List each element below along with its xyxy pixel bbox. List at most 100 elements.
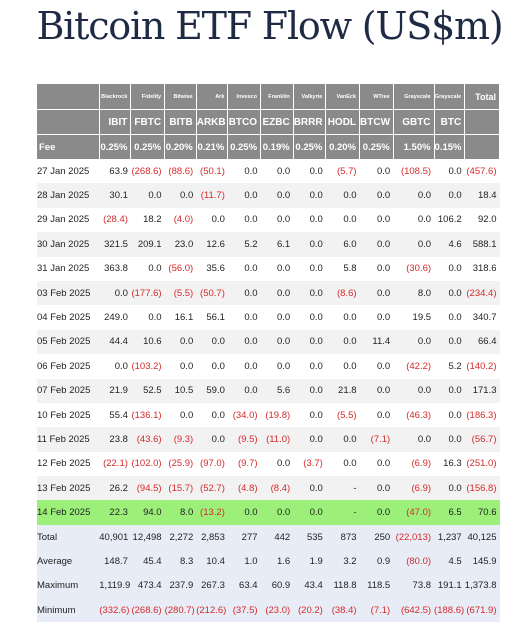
flow-value: (42.2) (406, 360, 432, 372)
flow-value: 8.0 (164, 500, 197, 525)
fee-value: 0.25% (130, 134, 166, 159)
summary-value: (37.5) (227, 598, 261, 623)
flow-value: 106.2 (437, 214, 462, 226)
row-total: 171.3 (464, 378, 500, 403)
flow-value: 0.0 (309, 214, 323, 226)
summary-value: 40,901 (99, 524, 131, 550)
table-row: 27 Jan 2025 63.9 (268.6) (88.6) (50.1) 0.0 0.0… (37, 159, 500, 183)
row-date: 14 Feb 2025 (37, 500, 100, 525)
fee-value: 1.50% (393, 134, 435, 159)
flow-value: (9.5) (227, 427, 261, 452)
flow-value: 6.5 (434, 500, 465, 525)
issuer-header: Blackrock (99, 84, 132, 110)
summary-value: 3.2 (325, 549, 360, 574)
row-date: 06 Feb 2025 (37, 360, 91, 372)
flow-value: (6.9) (393, 476, 435, 501)
flow-value: (5.5) (164, 280, 197, 306)
flow-value: 0.0 (227, 280, 261, 306)
fee-label: Fee (37, 134, 100, 159)
summary-value: 535 (293, 524, 326, 550)
flow-value: 23.0 (164, 232, 197, 257)
row-date: 07 Feb 2025 (37, 378, 100, 403)
summary-row: Minimum (332.6) (268.6) (280.7) (212.6) (37.5… (37, 598, 500, 623)
flow-value: 0.0 (293, 378, 326, 403)
flow-value: 52.5 (130, 378, 165, 403)
flow-value: 0.0 (276, 312, 291, 324)
row-date: 05 Feb 2025 (37, 329, 100, 355)
flow-value: (43.6) (130, 427, 165, 452)
table-row: 05 Feb 2025 44.4 10.6 0.0 0.0 0.0 0.0 0.0 0.0 11.… (37, 329, 500, 355)
flow-value: 0.0 (180, 409, 194, 421)
summary-value: (280.7) (164, 598, 197, 623)
summary-value: 0.9 (359, 549, 394, 574)
flow-value: 0.0 (293, 280, 326, 306)
table-row: 28 Jan 2025 30.1 0.0 0.0 (11.7) 0.0 0.0 0.0 0.0 0… (37, 183, 500, 208)
flow-value: 0.0 (377, 165, 391, 177)
flow-value: (108.5) (400, 165, 432, 177)
summary-value: 267.3 (196, 573, 228, 599)
ticker-header: IBIT (99, 109, 132, 135)
fee-value: 0.20% (325, 134, 361, 159)
flow-value: 0.0 (343, 360, 357, 372)
fee-value: 0.21% (196, 134, 229, 159)
summary-value: 1,119.9 (99, 573, 131, 599)
table-row: 04 Feb 2025 249.0 0.0 16.1 56.1 0.0 0.0 0.0 0.0 0… (37, 305, 500, 329)
summary-value: (268.6) (130, 598, 165, 623)
flow-value: (11.0) (260, 427, 294, 452)
table-row: 06 Feb 2025 0.0 (103.2) 0.0 0.0 0.0 0.0 0.0 0.0 0… (37, 354, 500, 378)
flow-value: 0.0 (99, 280, 131, 306)
summary-value: (23.0) (260, 598, 294, 623)
summary-value: 277 (227, 524, 261, 550)
header-corner-cell (37, 109, 100, 135)
summary-value: (671.9) (464, 598, 500, 623)
summary-value: 1,237 (434, 524, 465, 550)
flow-value: (8.6) (325, 280, 360, 306)
row-total: (457.6) (466, 165, 497, 177)
flow-value: (103.2) (131, 360, 162, 372)
table-row: 29 Jan 2025 (28.4) 18.2 (4.0) 0.0 0.0 0.0 0.0 0.… (37, 208, 500, 232)
summary-value: (38.4) (325, 598, 360, 623)
summary-value: 148.7 (99, 549, 131, 574)
flow-value: (50.1) (200, 165, 225, 177)
summary-value: 1.0 (227, 549, 261, 574)
ticker-header: BITB (164, 109, 197, 135)
table-row: 11 Feb 2025 23.8 (43.6) (9.3) 0.0 (9.5) (11.0)… (37, 427, 500, 452)
flow-value: 0.0 (211, 214, 225, 226)
flow-value: 0.0 (377, 312, 391, 324)
ticker-header: GBTC (393, 109, 435, 135)
row-total: 18.4 (464, 183, 500, 208)
flow-value: (177.6) (130, 280, 165, 306)
flow-value: 11.4 (359, 329, 394, 355)
flow-value: 0.0 (393, 378, 435, 403)
row-total: 70.6 (464, 500, 500, 525)
fee-header-row: Fee 0.25% 0.25% 0.20% 0.21% 0.25% 0.19% 0.25% 0.… (37, 134, 500, 159)
summary-value: 1.9 (293, 549, 326, 574)
flow-value: 0.0 (276, 263, 291, 275)
flow-value: 0.0 (244, 165, 258, 177)
issuer-header: Bitwise (164, 84, 197, 110)
flow-value: 0.0 (393, 329, 435, 355)
flow-value: 0.0 (434, 329, 465, 355)
flow-value: 0.0 (227, 378, 261, 403)
flow-value: 0.0 (417, 214, 432, 226)
summary-label: Total (37, 524, 100, 550)
flow-value: 249.0 (104, 312, 128, 324)
flow-value: 0.0 (211, 360, 225, 372)
row-total: 340.7 (472, 312, 497, 324)
ticker-header: FBTC (130, 109, 166, 135)
header-empty-cell (464, 134, 500, 159)
summary-value: (7.1) (359, 598, 394, 623)
flow-value: 35.6 (206, 263, 225, 275)
flow-value: 0.0 (148, 312, 162, 324)
flow-value: 0.0 (359, 183, 394, 208)
flow-value: 0.0 (393, 232, 435, 257)
summary-value: 63.4 (227, 573, 261, 599)
flow-value: 0.0 (434, 183, 465, 208)
flow-value: 0.0 (276, 165, 291, 177)
summary-value: 118.5 (359, 573, 394, 599)
summary-value: 40,125 (464, 524, 500, 550)
issuer-header: Ark (196, 84, 229, 110)
flow-value: 0.0 (434, 378, 465, 403)
flow-value: 0.0 (359, 280, 394, 306)
ticker-header: EZBC (260, 109, 294, 135)
